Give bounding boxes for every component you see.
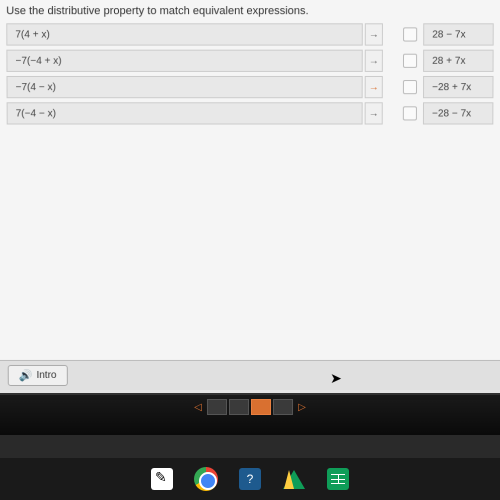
drive-icon[interactable]	[281, 466, 307, 492]
os-taskbar: ?	[0, 458, 500, 500]
expression-row: 28 − 7x	[403, 23, 494, 45]
expression-row: −28 − 7x	[403, 102, 494, 124]
match-arrow-icon[interactable]: →	[365, 50, 383, 72]
drop-target[interactable]	[403, 54, 417, 68]
match-arrow-icon[interactable]: →	[365, 76, 383, 98]
right-expression[interactable]: 28 − 7x	[423, 23, 494, 45]
nav-prev-icon[interactable]: ◁	[191, 399, 205, 415]
match-arrow-icon[interactable]: →	[365, 102, 383, 124]
slide-nav-bar: ◁ ▷	[0, 393, 500, 435]
calculator-icon[interactable]: ?	[237, 466, 263, 492]
intro-button-label: Intro	[36, 370, 56, 381]
intro-button[interactable]: 🔊 Intro	[8, 365, 68, 386]
expression-row: 28 + 7x	[403, 50, 494, 72]
right-column: 28 − 7x 28 + 7x −28 + 7x −28 − 7x	[403, 23, 494, 124]
speaker-icon: 🔊	[19, 369, 33, 382]
nav-next-icon[interactable]: ▷	[295, 399, 309, 415]
right-expression[interactable]: −28 + 7x	[423, 76, 494, 98]
right-expression[interactable]: −28 − 7x	[423, 102, 493, 124]
sheets-icon[interactable]	[325, 466, 351, 492]
drop-target[interactable]	[403, 80, 417, 94]
chrome-icon[interactable]	[193, 466, 219, 492]
nav-thumb[interactable]	[207, 399, 227, 415]
instruction-text: Use the distributive property to match e…	[6, 5, 494, 17]
drop-target[interactable]	[403, 106, 417, 120]
match-arrow-icon[interactable]: →	[365, 23, 383, 45]
matching-area: 7(4 + x) → −7(−4 + x) → −7(4 − x) → 7(−4…	[6, 23, 493, 124]
expression-row: −28 + 7x	[403, 76, 494, 98]
right-expression[interactable]: 28 + 7x	[423, 50, 494, 72]
app-window: Use the distributive property to match e…	[0, 0, 500, 380]
pen-app-icon[interactable]	[149, 466, 175, 492]
left-expression[interactable]: 7(4 + x)	[6, 23, 363, 45]
nav-thumb[interactable]	[229, 399, 249, 415]
drop-target[interactable]	[403, 27, 417, 41]
nav-strip: ◁ ▷	[191, 399, 309, 415]
bottom-toolbar: 🔊 Intro	[0, 360, 500, 390]
expression-row: −7(4 − x) →	[6, 76, 382, 98]
screen-viewport: Use the distributive property to match e…	[0, 0, 500, 435]
left-expression[interactable]: −7(−4 + x)	[6, 50, 362, 72]
left-expression[interactable]: −7(4 − x)	[6, 76, 362, 98]
expression-row: 7(4 + x) →	[6, 23, 383, 45]
expression-row: −7(−4 + x) →	[6, 50, 383, 72]
nav-thumb[interactable]	[251, 399, 271, 415]
left-expression[interactable]: 7(−4 − x)	[7, 102, 363, 124]
left-column: 7(4 + x) → −7(−4 + x) → −7(4 − x) → 7(−4…	[6, 23, 383, 124]
nav-thumb[interactable]	[273, 399, 293, 415]
expression-row: 7(−4 − x) →	[7, 102, 383, 124]
